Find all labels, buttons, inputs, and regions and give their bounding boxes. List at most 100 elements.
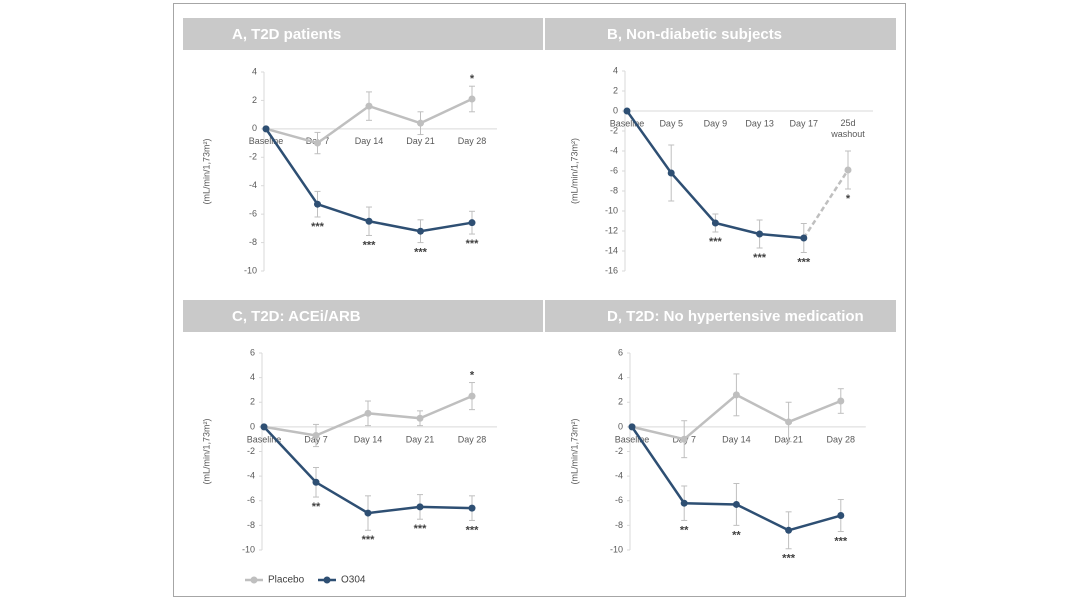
x-tick-label: Day 14: [355, 136, 384, 146]
y-tick-label: -10: [605, 205, 618, 215]
y-tick-label: -6: [249, 209, 257, 219]
significance: ***: [753, 252, 767, 264]
y-tick-label: 6: [618, 347, 623, 357]
y-tick-label: 4: [618, 372, 623, 382]
point: [262, 125, 270, 133]
point: [732, 500, 740, 508]
significance: ***: [414, 246, 428, 258]
significance: ***: [414, 523, 428, 535]
y-tick-label: 4: [613, 65, 618, 75]
y-tick-label: -4: [247, 471, 255, 481]
legend-label: O304: [341, 575, 366, 586]
x-tick-label: Day 14: [722, 434, 751, 444]
y-tick-label: -2: [610, 125, 618, 135]
significance: ***: [782, 553, 796, 565]
x-tick-label: Day 17: [790, 118, 819, 128]
point: [628, 423, 636, 431]
legend-marker: [323, 576, 331, 584]
y-tick-label: -10: [244, 265, 257, 275]
x-tick-label: Baseline: [610, 118, 645, 128]
point: [365, 102, 373, 110]
point: [314, 139, 321, 147]
y-tick-label: -4: [610, 145, 618, 155]
y-tick-label: -6: [610, 165, 618, 175]
y-tick-label: -2: [247, 446, 255, 456]
point: [623, 107, 631, 115]
x-tick-label: Day 28: [827, 434, 856, 444]
panel-header: [183, 300, 543, 332]
y-tick-label: -8: [615, 520, 623, 530]
x-tick-label: Day 21: [406, 136, 435, 146]
point: [260, 423, 268, 431]
point: [468, 219, 476, 227]
x-tick-label: Day 9: [704, 118, 728, 128]
y-tick-label: 0: [252, 123, 257, 133]
y-tick-label: -4: [615, 471, 623, 481]
point: [416, 414, 424, 422]
significance: *: [846, 193, 851, 205]
y-tick-label: 4: [252, 66, 257, 76]
significance: **: [732, 529, 741, 541]
point: [312, 478, 320, 486]
significance: ***: [797, 256, 811, 268]
significance: **: [312, 501, 321, 513]
legend-label: Placebo: [268, 575, 305, 586]
panel-header: [183, 18, 543, 50]
point: [732, 391, 740, 399]
legend-marker: [250, 576, 258, 584]
significance: ***: [709, 236, 723, 248]
panel-title: C, T2D: ACEi/ARB: [232, 308, 361, 325]
point: [364, 509, 372, 517]
significance: ***: [466, 524, 480, 536]
point: [468, 392, 476, 400]
y-axis-label: (mL/min/1,73m²): [569, 138, 579, 204]
point: [785, 526, 793, 534]
point: [417, 227, 424, 235]
point: [417, 119, 424, 127]
x-tick-label: Day 28: [458, 136, 487, 146]
panel-header: [545, 18, 896, 50]
point: [468, 95, 476, 103]
y-tick-label: 0: [613, 105, 618, 115]
y-tick-label: -2: [249, 152, 257, 162]
significance: *: [470, 369, 475, 381]
significance: ***: [362, 534, 376, 546]
washout-line: [802, 169, 850, 239]
y-tick-label: 0: [618, 421, 623, 431]
y-tick-label: 6: [250, 347, 255, 357]
y-tick-label: 2: [250, 397, 255, 407]
x-tick-label: Day 14: [354, 434, 383, 444]
significance: ***: [363, 239, 377, 251]
point: [756, 230, 764, 238]
x-tick-label: Baseline: [615, 434, 650, 444]
y-tick-label: -10: [610, 544, 623, 554]
y-tick-label: 2: [613, 85, 618, 95]
panel-title: B, Non-diabetic subjects: [607, 26, 782, 43]
y-tick-label: -4: [249, 180, 257, 190]
point: [364, 409, 372, 417]
significance: *: [470, 73, 475, 85]
point: [365, 217, 373, 225]
point: [800, 234, 808, 242]
y-tick-label: -8: [249, 237, 257, 247]
point: [711, 219, 719, 227]
y-tick-label: 2: [252, 95, 257, 105]
point: [837, 512, 845, 520]
x-tick-label: Baseline: [249, 136, 284, 146]
x-tick-label: Day 13: [745, 118, 774, 128]
y-tick-label: -2: [615, 446, 623, 456]
significance: ***: [466, 238, 480, 250]
panel-title: D, T2D: No hypertensive medication: [607, 308, 864, 325]
point: [312, 431, 320, 439]
y-tick-label: -8: [247, 520, 255, 530]
y-axis-label: (mL/min/1,73m²): [201, 138, 211, 204]
y-tick-label: 0: [250, 421, 255, 431]
y-tick-label: -10: [242, 544, 255, 554]
x-tick-label: Day 28: [458, 434, 487, 444]
y-tick-label: -16: [605, 265, 618, 275]
panel-header: [545, 300, 896, 332]
x-tick-label: 25d washout: [830, 118, 865, 139]
y-tick-label: 4: [250, 372, 255, 382]
y-tick-label: -12: [605, 225, 618, 235]
